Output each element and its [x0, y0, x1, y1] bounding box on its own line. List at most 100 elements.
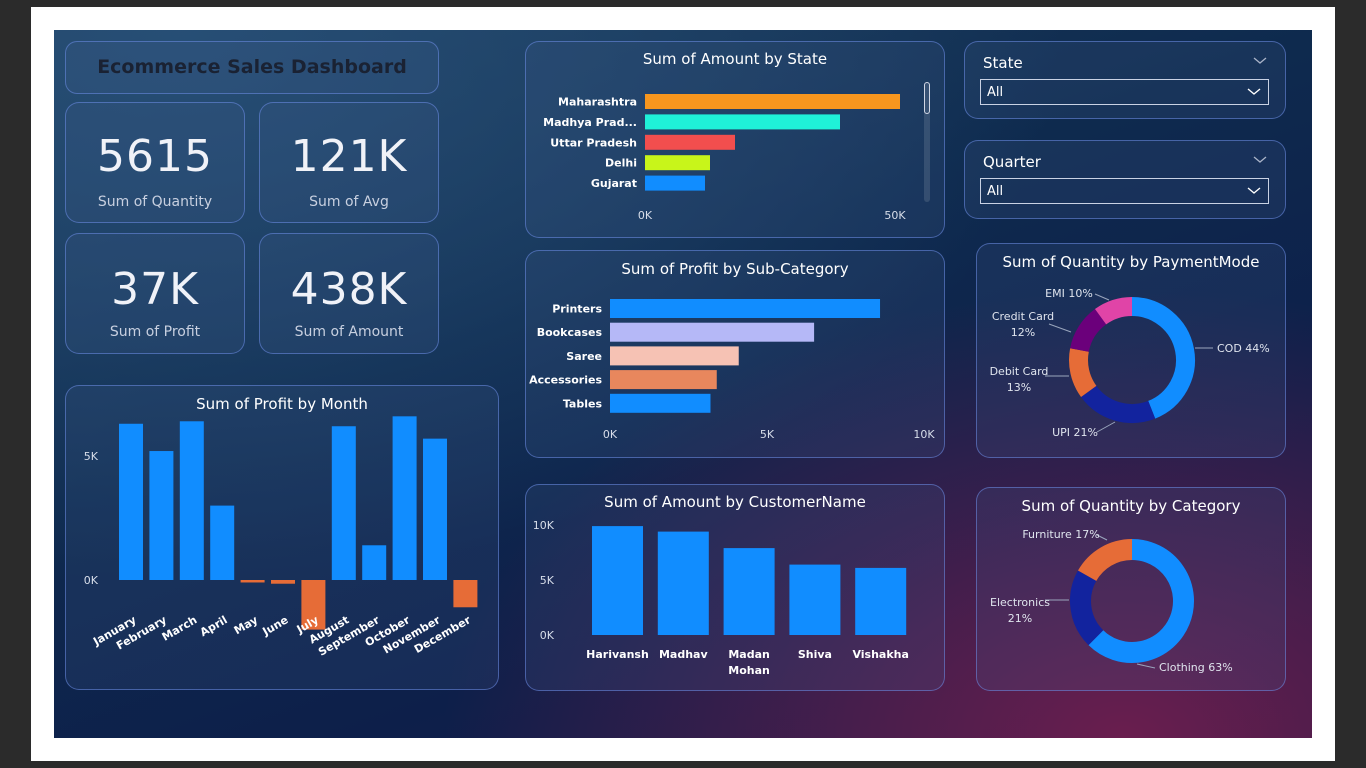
tick-label: 10K [913, 428, 935, 441]
tick-label: 5K [760, 428, 775, 441]
bar [610, 299, 881, 318]
collapse-chevron-icon[interactable] [1253, 57, 1267, 65]
bar [645, 134, 735, 150]
slice-label: Debit Card 13% [990, 365, 1049, 394]
category-label: Shiva [798, 648, 832, 661]
amount-by-customer-chart: 0K 5K 10K Harivansh Madhav Madan Mohan Shiva Vis… [533, 519, 909, 677]
slicer-title: Quarter [983, 153, 1041, 171]
tick-label: 5K [540, 574, 555, 587]
kpi-value: 121K [290, 131, 408, 182]
category-label: Madan Mohan [728, 648, 770, 677]
bar [149, 451, 174, 580]
leader-line [1136, 663, 1156, 669]
bar [423, 438, 447, 580]
chart-card-profit-by-subcategory: Sum of Profit by Sub-Category Printers Bo… [525, 250, 945, 458]
leader-line [1096, 421, 1116, 433]
state-slicer[interactable]: State All [964, 41, 1286, 119]
dashboard-title: Ecommerce Sales Dashboard [97, 56, 407, 78]
chart-card-profit-by-month: Sum of Profit by Month 0K 5K January Februa… [65, 385, 499, 690]
bar [855, 567, 907, 635]
category-label: Maharashtra [558, 96, 637, 109]
bar [271, 580, 295, 584]
chart-card-quantity-by-category: Sum of Quantity by Category Clothing 63%… [976, 487, 1286, 691]
chart-card-amount-by-state: Sum of Amount by State Maharashtra Madhya… [525, 41, 945, 238]
scrollbar-thumb[interactable] [924, 82, 930, 114]
category-label: Printers [552, 303, 602, 316]
category-label: Saree [566, 350, 602, 363]
chart-title: Sum of Quantity by Category [1021, 497, 1241, 515]
kpi-card-avg: 121K Sum of Avg [259, 102, 439, 223]
category-label: Madhya Prad... [543, 116, 637, 129]
donut-slice [1070, 570, 1104, 646]
kpi-label: Sum of Profit [109, 324, 201, 340]
category-label: Vishakha [852, 648, 908, 661]
category-label: May [232, 613, 260, 637]
slice-label: Furniture 17% [1022, 528, 1099, 541]
tick-label: 0K [84, 574, 99, 587]
tick-label: 0K [638, 209, 653, 222]
tick-label: 0K [603, 428, 618, 441]
bar [331, 426, 356, 580]
kpi-label: Sum of Amount [294, 324, 404, 340]
bar [362, 545, 387, 580]
kpi-value: 438K [290, 264, 408, 315]
bar [645, 114, 840, 130]
chart-card-quantity-by-paymentmode: Sum of Quantity by PaymentMode COD 44% UP… [976, 243, 1286, 458]
slice-label: EMI 10% [1045, 287, 1093, 300]
kpi-label: Sum of Quantity [97, 194, 213, 210]
slice-label: UPI 21% [1052, 426, 1098, 439]
bar [610, 346, 739, 366]
kpi-value: 37K [111, 264, 199, 315]
quarter-dropdown[interactable]: All [980, 178, 1269, 204]
quantity-by-paymentmode-chart: COD 44% UPI 21% Debit Card 13% Credit Card 12… [990, 287, 1270, 439]
donut-slice [1069, 348, 1097, 398]
chart-card-amount-by-customer: Sum of Amount by CustomerName 0K 5K 10K Har… [525, 484, 945, 691]
tick-label: 5K [84, 450, 99, 463]
scrollbar[interactable] [924, 82, 930, 202]
chart-title: Sum of Profit by Month [196, 395, 368, 413]
category-label: Harivansh [586, 648, 649, 661]
slice-label: COD 44% [1217, 342, 1270, 355]
category-label: Gujarat [591, 177, 637, 190]
category-label: June [260, 613, 291, 638]
slice-label: Credit Card 12% [992, 310, 1054, 339]
title-card: Ecommerce Sales Dashboard [65, 41, 439, 94]
donut-slice [1088, 539, 1194, 663]
kpi-value: 5615 [97, 131, 213, 182]
slicer-title: State [983, 54, 1023, 72]
bar [789, 564, 841, 635]
bar [119, 423, 143, 580]
quarter-dropdown-value: All [987, 184, 1004, 199]
bar [723, 548, 775, 635]
kpi-label: Sum of Avg [309, 194, 389, 210]
report-canvas: Ecommerce Sales Dashboard 5615 Sum of Qu… [54, 30, 1312, 738]
bar [210, 505, 235, 580]
category-label: Delhi [605, 157, 637, 170]
amount-by-state-chart: Maharashtra Madhya Prad... Uttar Pradesh De… [543, 94, 906, 222]
category-label: Uttar Pradesh [550, 136, 637, 149]
state-dropdown[interactable]: All [980, 79, 1269, 105]
bar [645, 94, 900, 109]
category-label: Madhav [659, 648, 708, 661]
bar [392, 416, 417, 580]
kpi-card-profit: 37K Sum of Profit [65, 233, 245, 354]
leader-line [1048, 323, 1072, 333]
chart-title: Sum of Quantity by PaymentMode [1002, 253, 1260, 271]
tick-label: 0K [540, 629, 555, 642]
bar [657, 531, 709, 635]
collapse-chevron-icon[interactable] [1253, 156, 1267, 164]
bar [301, 580, 326, 630]
category-label: Bookcases [537, 326, 603, 339]
donut-slice [1070, 309, 1107, 353]
kpi-card-amount: 438K Sum of Amount [259, 233, 439, 354]
donut-slice [1131, 297, 1195, 419]
chevron-down-icon [1247, 187, 1261, 194]
chart-title: Sum of Profit by Sub-Category [621, 260, 849, 278]
quarter-slicer[interactable]: Quarter All [964, 140, 1286, 219]
quantity-by-category-chart: Clothing 63% Electronics 21% Furniture 17% [990, 528, 1233, 674]
donut-slice [1094, 297, 1133, 325]
bar [240, 580, 265, 583]
kpi-card-quantity: 5615 Sum of Quantity [65, 102, 245, 223]
tick-label: 10K [533, 519, 555, 532]
donut-slice [1077, 539, 1133, 582]
